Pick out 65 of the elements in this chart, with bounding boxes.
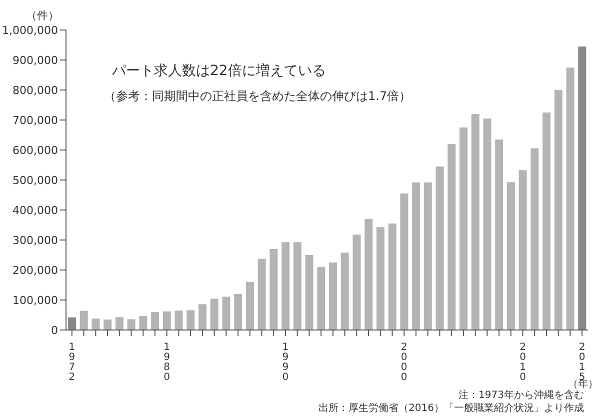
- bar: [436, 166, 444, 330]
- y-tick-label: 300,000: [12, 234, 58, 247]
- bar: [68, 317, 76, 330]
- text: 注：1973年から沖縄を含む: [458, 389, 584, 402]
- bar: [448, 144, 456, 330]
- bar: [495, 140, 504, 330]
- y-tick-label: 500,000: [12, 174, 58, 187]
- bar: [329, 262, 337, 330]
- y-tick-label: 1,000,000: [2, 24, 58, 37]
- bar: [483, 118, 492, 330]
- bar: [542, 112, 551, 330]
- x-tick-label: 2010: [520, 342, 526, 383]
- bar: [258, 258, 266, 330]
- x-tick-label: 2000: [400, 342, 408, 383]
- y-tick-label: 900,000: [12, 54, 58, 67]
- x-tick-label: 1980: [164, 342, 170, 383]
- bar: [162, 311, 171, 330]
- bar: [400, 194, 408, 330]
- bar: [530, 148, 539, 330]
- text: 出所：厚生労働省（2016）「一般職業紹介状況」より作成: [318, 402, 584, 415]
- bar: [376, 227, 384, 330]
- y-tick-label: 100,000: [12, 294, 58, 307]
- bar: [340, 252, 349, 330]
- bar: [80, 310, 88, 330]
- y-tick-label: 400,000: [12, 204, 58, 217]
- bar: [186, 310, 195, 330]
- bar: [506, 182, 515, 330]
- y-tick-label: 0: [51, 324, 58, 337]
- y-tick-label: 200,000: [12, 264, 58, 277]
- bar: [222, 296, 230, 330]
- bar: [174, 310, 183, 330]
- bar: [234, 294, 242, 330]
- bar: [139, 316, 148, 330]
- bar: [352, 234, 361, 330]
- y-tick-label: 800,000: [12, 84, 58, 97]
- x-tick-label: 1972: [68, 342, 76, 383]
- bar: [198, 304, 206, 330]
- y-tick-label: 600,000: [12, 144, 58, 157]
- bar: [412, 182, 420, 330]
- bar: [460, 128, 468, 330]
- bar: [210, 298, 218, 330]
- x-tick-label: 1990: [282, 342, 289, 383]
- text: （参考：同期間中の正社員を含めた全体の伸びは1.7倍）: [104, 88, 412, 105]
- bar: [578, 46, 586, 330]
- bar: [317, 267, 326, 330]
- bar: [518, 170, 527, 330]
- bar: [92, 318, 100, 330]
- text: パート求人数は22倍に増えている: [112, 62, 326, 80]
- bar: [566, 68, 574, 330]
- bar: [471, 114, 480, 330]
- bar: [282, 242, 290, 330]
- bar: [104, 320, 112, 330]
- bar: [127, 319, 136, 330]
- bar: [293, 242, 302, 330]
- bar: [554, 90, 562, 330]
- bar: [246, 282, 254, 330]
- bar: [115, 317, 124, 330]
- bar: [151, 312, 160, 330]
- bar: [364, 219, 373, 330]
- bar: [388, 224, 396, 330]
- bar: [305, 255, 314, 330]
- bar: [424, 182, 432, 330]
- y-tick-label: 700,000: [12, 114, 58, 127]
- bar: [270, 249, 278, 330]
- y-axis-title: （件）: [26, 8, 59, 23]
